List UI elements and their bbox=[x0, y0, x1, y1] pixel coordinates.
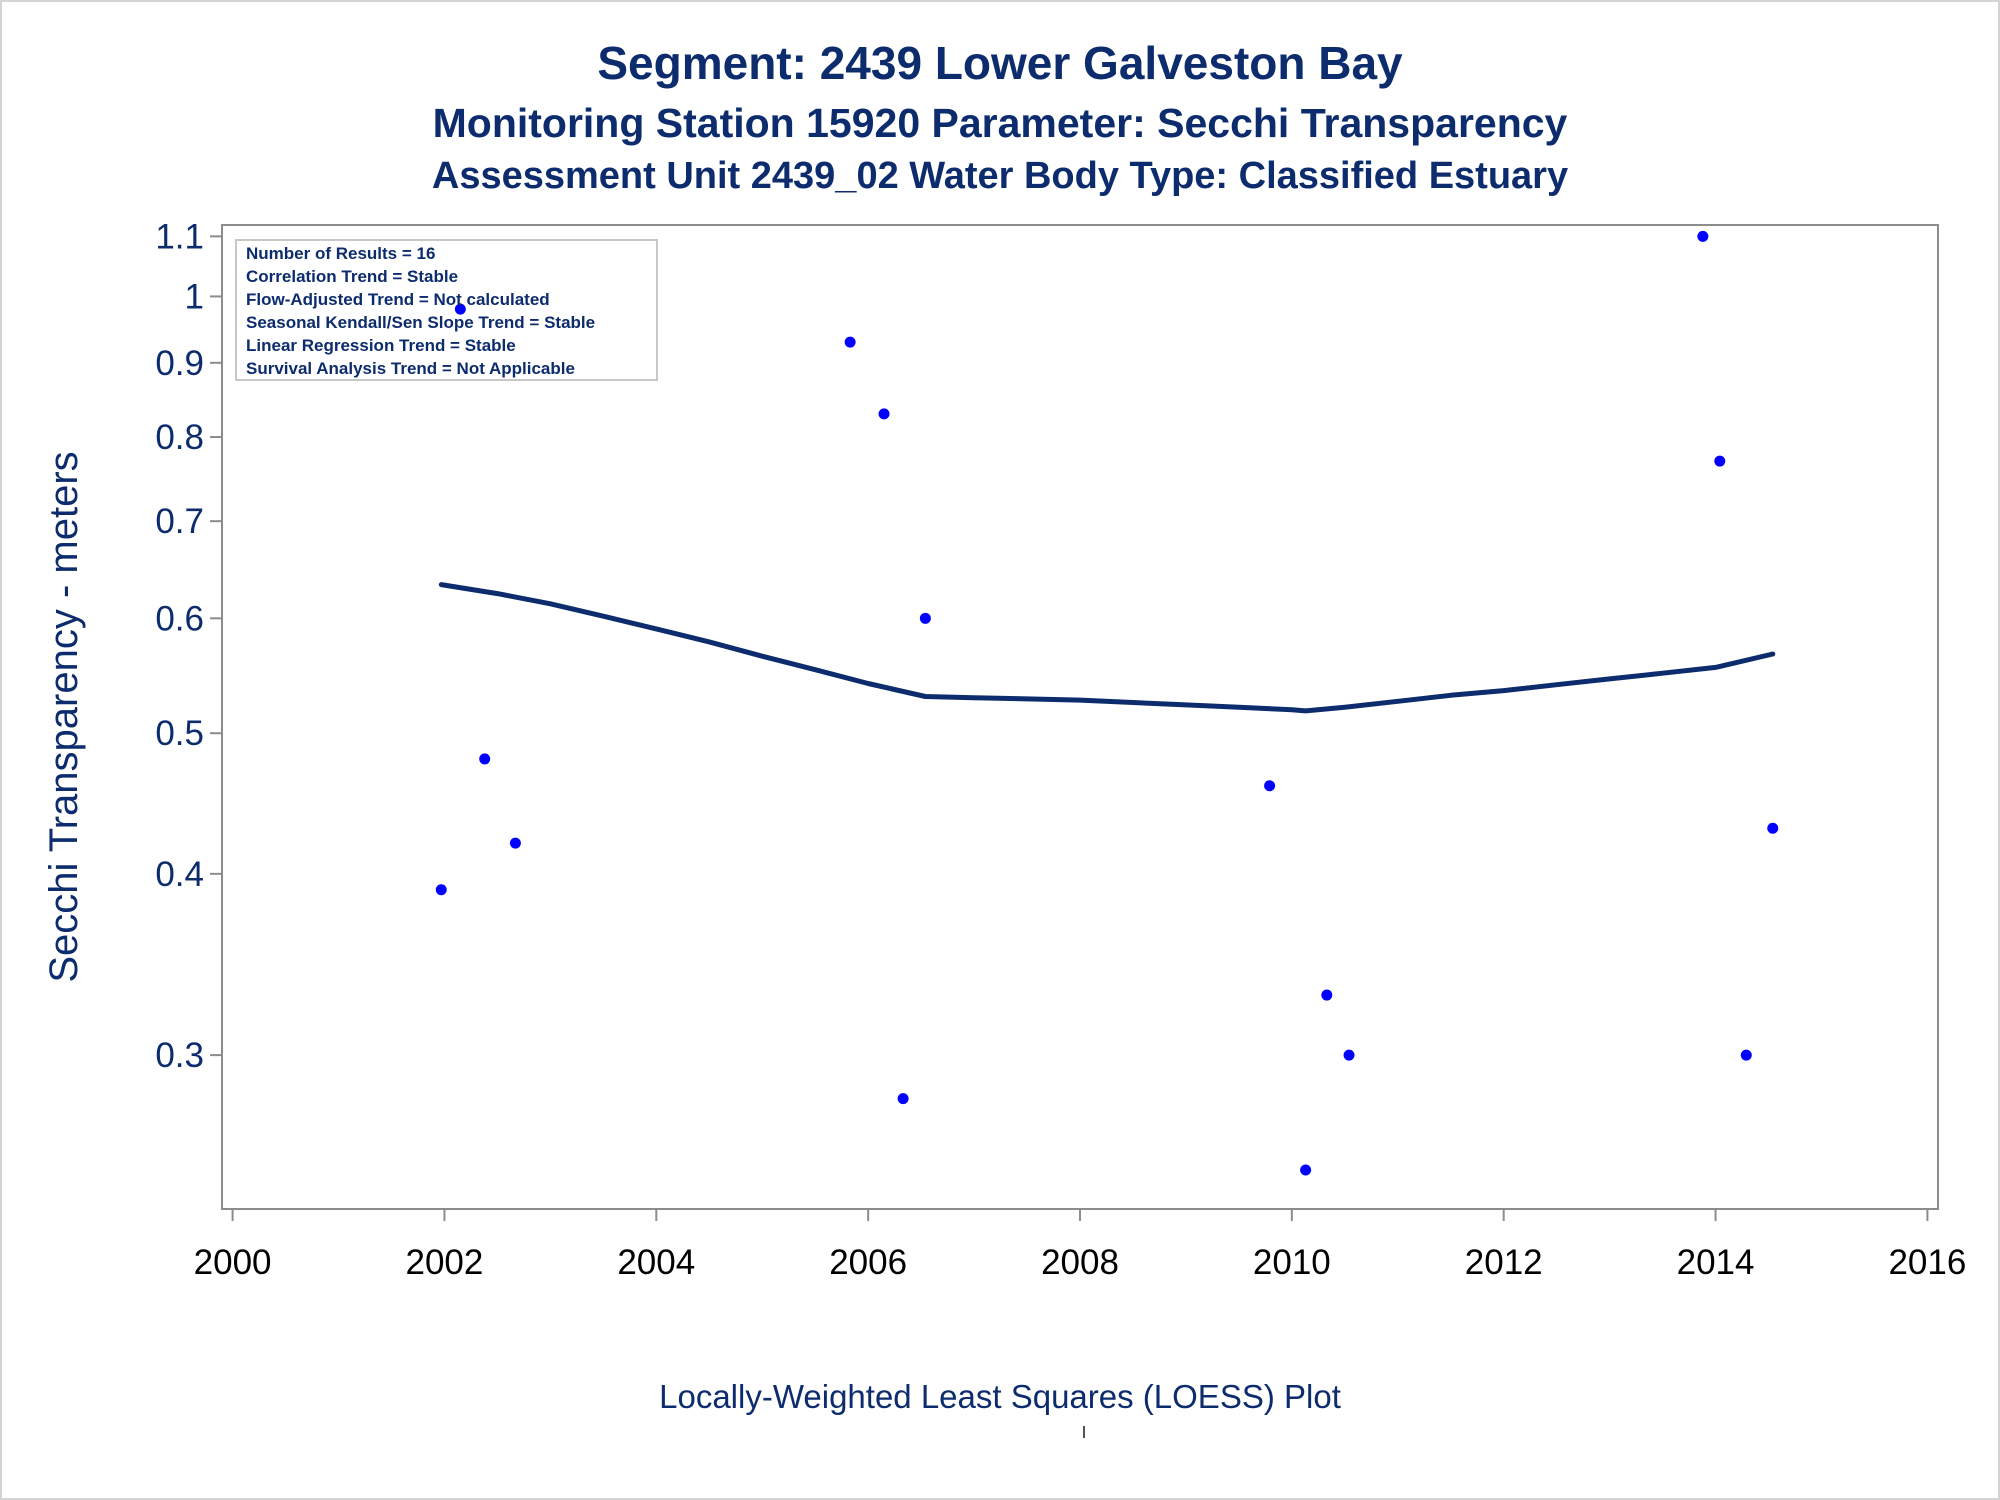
stat-linear-regression-trend: Linear Regression Trend = Stable bbox=[246, 336, 516, 355]
data-point bbox=[897, 1093, 909, 1105]
y-axis-label: Secchi Transparency - meters bbox=[42, 451, 86, 982]
y-tick-label: 0.8 bbox=[155, 418, 204, 457]
x-tick-label: 2008 bbox=[1041, 1243, 1119, 1282]
data-point bbox=[1740, 1049, 1752, 1061]
data-point bbox=[479, 753, 491, 765]
chart-subtitle-assessment: Assessment Unit 2439_02 Water Body Type:… bbox=[431, 155, 1569, 197]
data-point bbox=[844, 336, 856, 348]
data-point bbox=[1300, 1164, 1312, 1176]
data-point bbox=[1264, 780, 1276, 792]
data-point bbox=[509, 837, 521, 849]
data-point bbox=[1321, 989, 1333, 1001]
data-point bbox=[1343, 1049, 1355, 1061]
data-point bbox=[1767, 822, 1779, 834]
plot-area bbox=[221, 224, 1939, 1210]
chart-subtitle-station: Monitoring Station 15920 Parameter: Secc… bbox=[432, 100, 1568, 146]
data-point bbox=[878, 408, 890, 420]
data-point bbox=[435, 884, 447, 896]
y-tick-label: 0.5 bbox=[155, 714, 204, 753]
x-tick-label: 2004 bbox=[617, 1243, 695, 1282]
stat-seasonal-kendall-trend: Seasonal Kendall/Sen Slope Trend = Stabl… bbox=[246, 313, 596, 332]
stat-correlation-trend: Correlation Trend = Stable bbox=[246, 267, 459, 286]
x-tick-label: 2000 bbox=[194, 1243, 272, 1282]
data-point bbox=[1697, 230, 1709, 242]
y-tick-label: 1 bbox=[185, 277, 204, 316]
data-point bbox=[1714, 455, 1726, 467]
stat-survival-analysis-trend: Survival Analysis Trend = Not Applicable bbox=[246, 359, 575, 378]
x-tick-label: 2014 bbox=[1677, 1243, 1755, 1282]
footnote: Locally-Weighted Least Squares (LOESS) P… bbox=[659, 1378, 1341, 1415]
x-tick-label: 2016 bbox=[1888, 1243, 1966, 1282]
stats-box bbox=[235, 239, 658, 381]
x-axis: 2000 2002 2004 2006 2008 2010 2012 2014 2016 bbox=[194, 1209, 1966, 1282]
y-tick-label: 0.4 bbox=[155, 855, 204, 894]
footnote-mark bbox=[1083, 1426, 1085, 1438]
x-tick-label: 2010 bbox=[1253, 1243, 1331, 1282]
stat-flow-adjusted-trend: Flow-Adjusted Trend = Not calculated bbox=[246, 290, 550, 309]
x-tick-label: 2006 bbox=[829, 1243, 907, 1282]
y-axis: 0.3 0.4 0.5 0.6 0.7 0.8 0.9 1 1.1 bbox=[155, 217, 222, 1075]
data-points bbox=[435, 230, 1779, 1176]
y-tick-label: 1.1 bbox=[155, 217, 204, 256]
data-point bbox=[454, 303, 466, 315]
chart-title: Segment: 2439 Lower Galveston Bay bbox=[597, 37, 1403, 89]
y-tick-label: 0.9 bbox=[155, 344, 204, 383]
y-tick-label: 0.7 bbox=[155, 502, 204, 541]
x-tick-label: 2012 bbox=[1465, 1243, 1543, 1282]
x-tick-label: 2002 bbox=[406, 1243, 484, 1282]
stat-number-of-results: Number of Results = 16 bbox=[246, 244, 436, 263]
data-point bbox=[919, 612, 931, 624]
y-tick-label: 0.3 bbox=[155, 1036, 204, 1075]
y-tick-label: 0.6 bbox=[155, 599, 204, 638]
loess-curve bbox=[438, 582, 1776, 714]
